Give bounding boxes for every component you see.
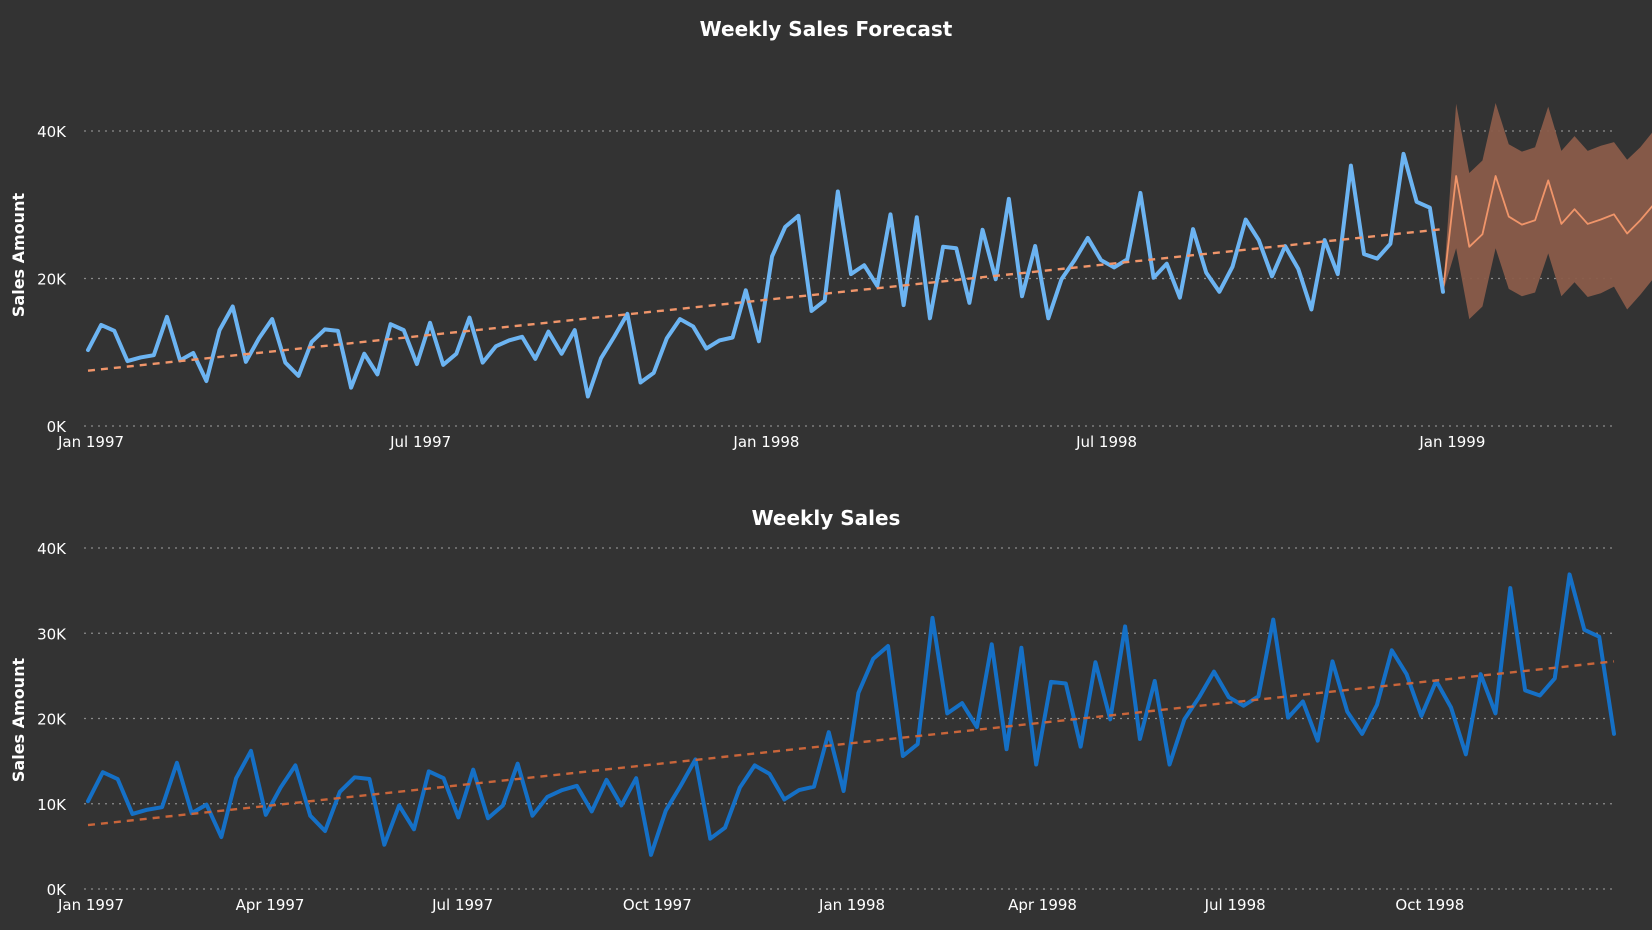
y-tick-label: 20K: [37, 271, 67, 289]
x-tick-label: Oct 1997: [623, 896, 692, 914]
plot-area: [86, 102, 1652, 399]
x-tick-label: Jul 1998: [1204, 896, 1266, 914]
trend-line: [87, 660, 1615, 827]
y-tick-label: 0K: [47, 418, 68, 436]
plot-area: [86, 572, 1616, 857]
forecast-confidence-band: [1442, 102, 1652, 320]
x-tick-label: Apr 1998: [1008, 896, 1077, 914]
y-axis-label: Sales Amount: [9, 658, 28, 783]
sales-line: [86, 572, 1616, 857]
y-tick-label: 0K: [47, 881, 68, 899]
y-tick-label: 30K: [37, 625, 67, 643]
forecast-line: [1442, 175, 1652, 292]
x-tick-label: Jul 1997: [431, 896, 493, 914]
y-tick-label: 40K: [37, 123, 67, 141]
weekly-sales-chart: Weekly Sales Sales Amount 0K 10K 20K 30K 40K…: [9, 506, 1616, 914]
x-tick-label: Jan 1998: [818, 896, 885, 914]
x-tick-label: Jul 1998: [1075, 433, 1137, 451]
y-tick-label: 10K: [37, 796, 67, 814]
y-tick-label: 20K: [37, 711, 67, 729]
x-tick-labels: Jan 1997 Apr 1997 Jul 1997 Oct 1997 Jan 1998…: [57, 896, 1464, 914]
x-tick-label: Jan 1997: [57, 433, 124, 451]
x-tick-label: Jan 1998: [732, 433, 799, 451]
y-tick-labels: 0K 20K 40K: [37, 123, 67, 436]
chart-title: Weekly Sales Forecast: [700, 17, 953, 41]
trend-line: [87, 227, 1444, 372]
y-tick-labels: 0K 10K 20K 30K 40K: [37, 540, 67, 899]
weekly-sales-forecast-chart: Weekly Sales Forecast Sales Amount 0K 20K…: [9, 17, 1652, 451]
gridlines: [84, 547, 1614, 890]
chart-title: Weekly Sales: [752, 506, 901, 530]
x-tick-labels: Jan 1997 Jul 1997 Jan 1998 Jul 1998 Jan 1999: [57, 433, 1485, 451]
gridlines: [84, 130, 1614, 427]
x-tick-label: Jan 1997: [57, 896, 124, 914]
y-axis-label: Sales Amount: [9, 193, 28, 318]
y-tick-label: 40K: [37, 540, 67, 558]
x-tick-label: Apr 1997: [236, 896, 305, 914]
x-tick-label: Jul 1997: [389, 433, 451, 451]
x-tick-label: Oct 1998: [1395, 896, 1464, 914]
x-tick-label: Jan 1999: [1418, 433, 1485, 451]
